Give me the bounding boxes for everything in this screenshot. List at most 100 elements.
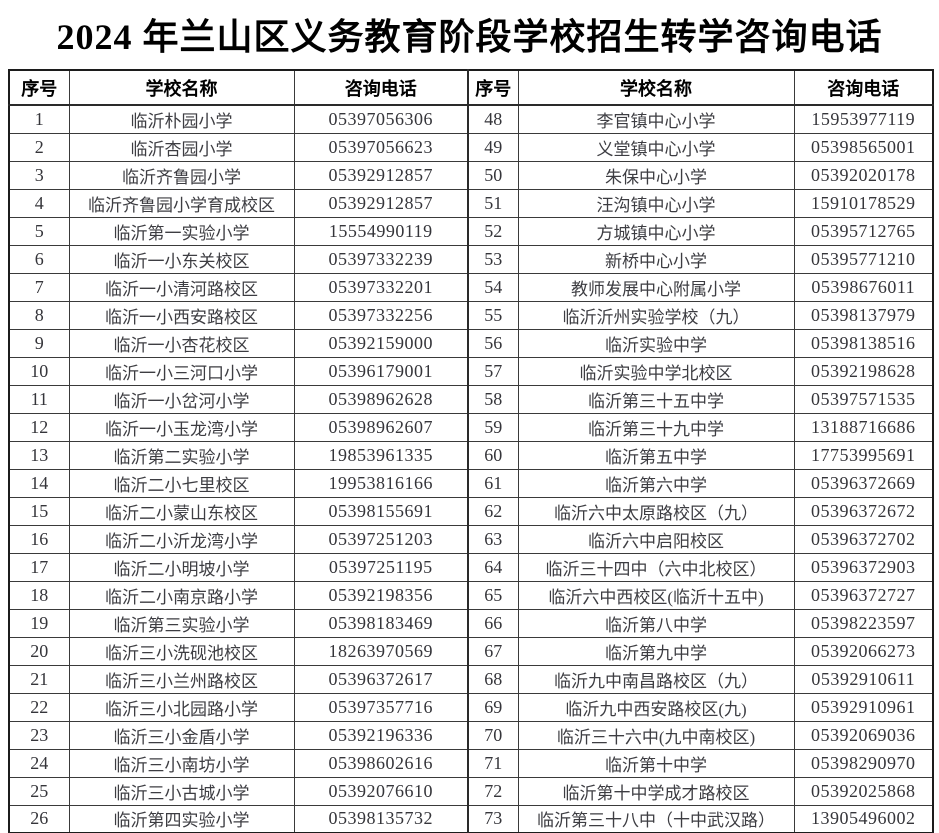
serial-cell: 20 [8, 636, 70, 666]
table-row: 5 临沂第一实验小学 15554990119 52 方城镇中心小学 05395712765 [8, 216, 934, 246]
phone-cell: 05396372727 [793, 580, 934, 610]
table-row: 1 临沂朴园小学 05397056306 48 李官镇中心小学 15953977119 [8, 104, 934, 134]
header-phone-right: 咨询电话 [793, 69, 934, 106]
table-row: 15 临沂二小蒙山东校区 05398155691 62 临沂六中太原路校区（九） 0539… [8, 496, 934, 526]
school-name-cell: 临沂二小七里校区 [68, 468, 295, 498]
school-name-cell: 临沂第八中学 [517, 608, 795, 638]
table-row: 7 临沂一小清河路校区 05397332201 54 教师发展中心附属小学 0539867… [8, 272, 934, 302]
phone-cell: 05392069036 [793, 720, 934, 750]
serial-cell: 21 [8, 664, 70, 694]
serial-cell: 69 [467, 692, 519, 722]
phone-cell: 05398223597 [793, 608, 934, 638]
phone-cell: 13905496002 [793, 804, 934, 833]
serial-cell: 12 [8, 412, 70, 442]
table-row: 24 临沂三小南坊小学 05398602616 71 临沂第十中学 05398290970 [8, 748, 934, 778]
phone-cell: 05398565001 [793, 132, 934, 162]
table-row: 3 临沂齐鲁园小学 05392912857 50 朱保中心小学 05392020178 [8, 160, 934, 190]
serial-cell: 50 [467, 160, 519, 190]
school-name-cell: 临沂一小杏花校区 [68, 328, 295, 358]
phone-cell: 05397332201 [293, 272, 469, 302]
school-name-cell: 临沂第九中学 [517, 636, 795, 666]
serial-cell: 7 [8, 272, 70, 302]
phone-cell: 05397357716 [293, 692, 469, 722]
header-school-left: 学校名称 [68, 69, 295, 106]
school-name-cell: 朱保中心小学 [517, 160, 795, 190]
school-name-cell: 教师发展中心附属小学 [517, 272, 795, 302]
table-row: 16 临沂二小沂龙湾小学 05397251203 63 临沂六中启阳校区 05396372… [8, 524, 934, 554]
school-name-cell: 临沂一小玉龙湾小学 [68, 412, 295, 442]
table-row: 17 临沂二小明坡小学 05397251195 64 临沂三十四中（六中北校区） 0539… [8, 552, 934, 582]
school-name-cell: 临沂六中西校区(临沂十五中) [517, 580, 795, 610]
phone-cell: 05397251203 [293, 524, 469, 554]
school-name-cell: 临沂齐鲁园小学育成校区 [68, 188, 295, 218]
serial-cell: 23 [8, 720, 70, 750]
serial-cell: 9 [8, 328, 70, 358]
serial-cell: 13 [8, 440, 70, 470]
school-name-cell: 临沂第十中学 [517, 748, 795, 778]
phone-cell: 05395712765 [793, 216, 934, 246]
table-body: 1 临沂朴园小学 05397056306 48 李官镇中心小学 15953977119 2 临… [8, 104, 934, 833]
school-name-cell: 临沂第五中学 [517, 440, 795, 470]
phone-cell: 05398138516 [793, 328, 934, 358]
school-name-cell: 临沂六中太原路校区（九） [517, 496, 795, 526]
school-name-cell: 新桥中心小学 [517, 244, 795, 274]
phone-cell: 17753995691 [793, 440, 934, 470]
phone-cell: 05398137979 [793, 300, 934, 330]
serial-cell: 2 [8, 132, 70, 162]
school-name-cell: 临沂第三十五中学 [517, 384, 795, 414]
serial-cell: 72 [467, 776, 519, 806]
school-name-cell: 临沂第四实验小学 [68, 804, 295, 833]
school-name-cell: 临沂第三十八中（十中武汉路） [517, 804, 795, 833]
phone-cell: 05392198628 [793, 356, 934, 386]
phone-cell: 05398135732 [293, 804, 469, 833]
table-header-row: 序号 学校名称 咨询电话 序号 学校名称 咨询电话 [8, 69, 934, 106]
serial-cell: 24 [8, 748, 70, 778]
serial-cell: 73 [467, 804, 519, 833]
serial-cell: 11 [8, 384, 70, 414]
phone-cell: 05392910961 [793, 692, 934, 722]
school-name-cell: 临沂第二实验小学 [68, 440, 295, 470]
serial-cell: 10 [8, 356, 70, 386]
serial-cell: 25 [8, 776, 70, 806]
school-name-cell: 临沂第六中学 [517, 468, 795, 498]
phone-cell: 05392076610 [293, 776, 469, 806]
serial-cell: 71 [467, 748, 519, 778]
serial-cell: 68 [467, 664, 519, 694]
school-name-cell: 李官镇中心小学 [517, 104, 795, 134]
school-name-cell: 临沂三小洗砚池校区 [68, 636, 295, 666]
phone-cell: 05392196336 [293, 720, 469, 750]
table-row: 19 临沂第三实验小学 05398183469 66 临沂第八中学 05398223597 [8, 608, 934, 638]
phone-cell: 05397056623 [293, 132, 469, 162]
serial-cell: 59 [467, 412, 519, 442]
phone-cell: 05396372617 [293, 664, 469, 694]
table-row: 21 临沂三小兰州路校区 05396372617 68 临沂九中南昌路校区（九） 0539… [8, 664, 934, 694]
serial-cell: 63 [467, 524, 519, 554]
table-row: 14 临沂二小七里校区 19953816166 61 临沂第六中学 05396372669 [8, 468, 934, 498]
school-name-cell: 临沂六中启阳校区 [517, 524, 795, 554]
serial-cell: 56 [467, 328, 519, 358]
table-row: 22 临沂三小北园路小学 05397357716 69 临沂九中西安路校区(九) 0539… [8, 692, 934, 722]
serial-cell: 3 [8, 160, 70, 190]
serial-cell: 18 [8, 580, 70, 610]
table-row: 4 临沂齐鲁园小学育成校区 05392912857 51 汪沟镇中心小学 15910178… [8, 188, 934, 218]
phone-cell: 05392198356 [293, 580, 469, 610]
phone-cell: 15554990119 [293, 216, 469, 246]
phone-cell: 05398183469 [293, 608, 469, 638]
table-row: 9 临沂一小杏花校区 05392159000 56 临沂实验中学 05398138516 [8, 328, 934, 358]
phone-cell: 05398290970 [793, 748, 934, 778]
school-name-cell: 临沂一小东关校区 [68, 244, 295, 274]
school-name-cell: 临沂第十中学成才路校区 [517, 776, 795, 806]
school-name-cell: 临沂九中南昌路校区（九） [517, 664, 795, 694]
serial-cell: 19 [8, 608, 70, 638]
serial-cell: 53 [467, 244, 519, 274]
phone-cell: 05397332239 [293, 244, 469, 274]
serial-cell: 26 [8, 804, 70, 833]
school-name-cell: 临沂一小西安路校区 [68, 300, 295, 330]
phone-cell: 05397251195 [293, 552, 469, 582]
phone-cell: 05396179001 [293, 356, 469, 386]
phone-cell: 05398962607 [293, 412, 469, 442]
school-name-cell: 临沂三小南坊小学 [68, 748, 295, 778]
serial-cell: 4 [8, 188, 70, 218]
header-serial-right: 序号 [467, 69, 519, 106]
school-name-cell: 临沂三小兰州路校区 [68, 664, 295, 694]
